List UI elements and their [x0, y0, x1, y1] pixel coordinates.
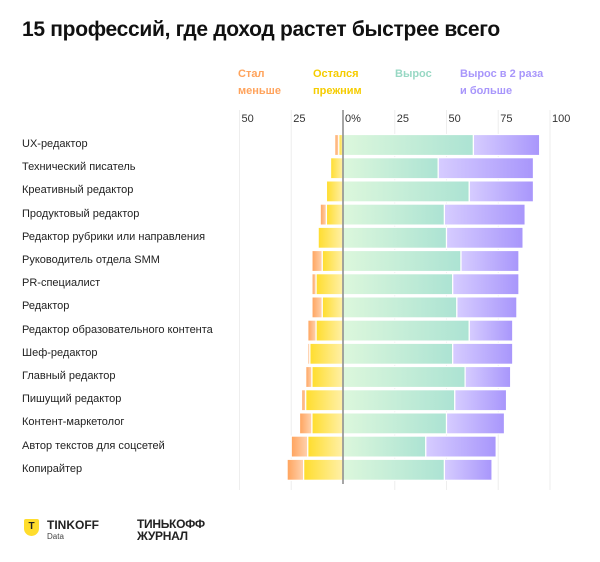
category-label: UX-редактор	[22, 138, 88, 150]
legend-item: Вырос в 2 раза и больше	[460, 66, 543, 100]
tick-label: 100	[552, 113, 571, 125]
legend-label: Вырос	[395, 68, 432, 80]
bar-segment-decreased	[311, 273, 317, 296]
bar-segment-same	[305, 389, 344, 412]
bar-segment-same	[321, 296, 344, 319]
bar-segment-doubled	[452, 273, 520, 296]
journal-line1: ТИНЬКОФФ	[137, 517, 205, 531]
bar-segment-doubled	[443, 203, 526, 226]
legend-item: Стал меньше	[238, 66, 281, 100]
bar-segment-doubled	[456, 296, 518, 319]
category-label: Пишущий редактор	[22, 393, 122, 406]
bar-segment-doubled	[437, 157, 535, 180]
tick-label: 75	[500, 113, 513, 125]
bar-segment-same	[315, 319, 344, 342]
category-label: Редактор образовательного контента	[22, 323, 213, 336]
tick-label: 50	[448, 113, 461, 125]
category-label: PR-специалист	[22, 277, 101, 290]
bar-segment-same	[303, 458, 344, 481]
bar-segment-decreased	[305, 365, 313, 389]
bar-segment-doubled	[468, 319, 514, 342]
bar-segment-decreased	[319, 203, 328, 226]
category-label: Автор текстов для соцсетей	[22, 439, 165, 452]
legend-item: Остался прежним	[313, 66, 362, 100]
bar-segment-doubled	[454, 389, 508, 412]
bar-segment-doubled	[460, 249, 520, 273]
bar-segment-doubled	[468, 180, 535, 203]
bar-segment-increased	[342, 133, 475, 157]
category-label: Технический писатель	[22, 161, 136, 174]
category-label: Шеф-редактор	[22, 346, 98, 359]
bar-segment-doubled	[472, 133, 541, 157]
journal-line2: ЖУРНАЛ	[137, 529, 188, 543]
legend-label: Стал	[238, 68, 265, 80]
category-label: Креативный редактор	[22, 184, 134, 197]
bar-segment-decreased	[311, 249, 323, 273]
bar-segment-increased	[342, 157, 439, 180]
tick-label: 25	[396, 113, 409, 125]
bar-segment-same	[317, 226, 344, 249]
bar-segment-same	[309, 342, 344, 365]
bar-segment-decreased	[301, 389, 307, 412]
bar-segment-doubled	[425, 435, 497, 458]
legend-label: меньше	[238, 85, 281, 97]
bar-segment-increased	[342, 296, 458, 319]
category-label: Главный редактор	[22, 370, 116, 382]
bar-segment-doubled	[464, 365, 512, 389]
bar-segment-same	[321, 249, 344, 273]
bar-segment-increased	[342, 412, 448, 435]
tinkoff-logo-icon: T	[24, 519, 39, 536]
bar-segment-increased	[342, 226, 448, 249]
category-label: Продуктовый редактор	[22, 207, 140, 220]
category-label: Контент-маркетолог	[22, 416, 125, 429]
bar-segment-increased	[342, 180, 470, 203]
bar-segment-doubled	[445, 226, 524, 249]
tick-label: 0%	[345, 113, 361, 125]
legend-item: Вырос	[395, 66, 432, 83]
bar-segment-increased	[342, 389, 456, 412]
journal-logo: ТИНЬКОФФ ЖУРНАЛ	[137, 518, 205, 542]
bar-segment-decreased	[311, 296, 323, 319]
tick-label: 25	[293, 113, 306, 125]
bar-segment-doubled	[452, 342, 514, 365]
bar-segment-same	[329, 157, 344, 180]
bar-segment-increased	[342, 435, 427, 458]
bar-segment-increased	[342, 203, 446, 226]
bar-segment-same	[311, 412, 344, 435]
bar-segment-decreased	[286, 458, 305, 481]
bar-segment-increased	[342, 365, 466, 389]
bar-segment-doubled	[443, 458, 493, 481]
tinkoff-brand: TINKOFF	[47, 518, 99, 532]
bar-segment-same	[325, 203, 344, 226]
legend-label: прежним	[313, 85, 362, 97]
bar-segment-decreased	[307, 319, 317, 342]
bar-segment-decreased	[290, 435, 309, 458]
bar-segment-increased	[342, 342, 454, 365]
bar-segment-doubled	[445, 412, 506, 435]
tinkoff-brand-sub: Data	[47, 532, 64, 541]
category-label: Редактор рубрики или направления	[22, 230, 206, 243]
legend-label: Остался	[313, 68, 359, 80]
bar-segment-increased	[342, 273, 454, 296]
bar-segment-increased	[342, 249, 462, 273]
bar-segment-increased	[342, 458, 446, 481]
legend-label: Вырос в 2 раза	[460, 68, 544, 80]
bar-segment-decreased	[298, 412, 313, 435]
category-label: Руководитель отдела SMM	[22, 254, 160, 266]
bar-segment-same	[307, 435, 344, 458]
bar-segment-same	[315, 273, 344, 296]
category-label: Копирайтер	[22, 462, 83, 475]
category-label: Редактор	[22, 300, 70, 313]
bar-segment-increased	[342, 319, 470, 342]
chart-title: 15 профессий, где доход растет быстрее в…	[22, 18, 500, 41]
tick-label: 50	[241, 113, 254, 125]
bar-segment-same	[325, 180, 344, 203]
bar-segment-same	[311, 365, 344, 389]
legend-label: и больше	[460, 85, 513, 97]
bar-segment-decreased	[334, 133, 340, 157]
